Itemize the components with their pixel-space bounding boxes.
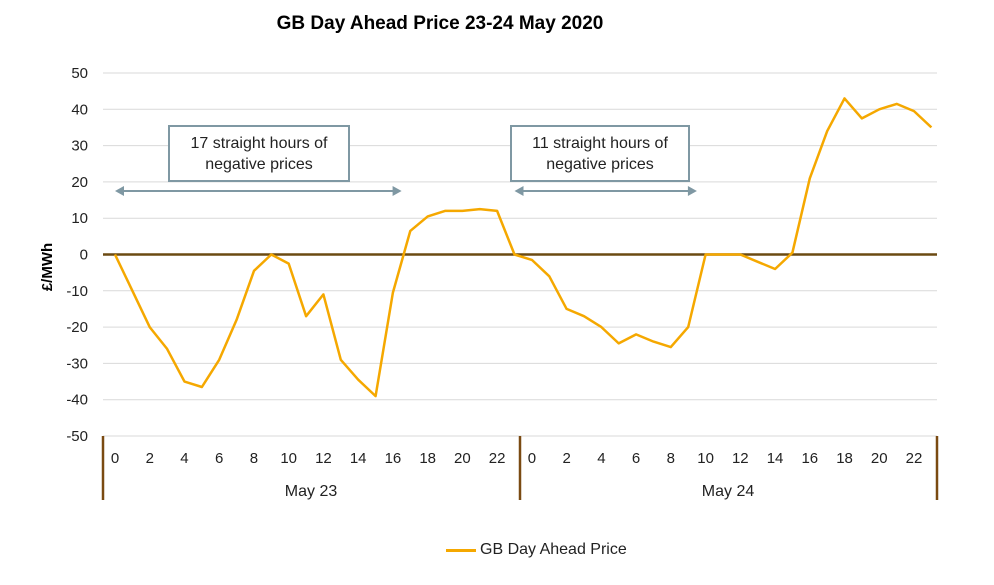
x-tick-label: 6 (215, 450, 223, 467)
x-tick-label: 18 (836, 450, 853, 467)
y-tick-label: -50 (66, 428, 88, 445)
x-tick-label: 4 (597, 450, 605, 467)
annotation-line: 17 straight hours of (190, 135, 328, 152)
annotation-line: negative prices (546, 156, 654, 173)
x-tick-label: 8 (667, 450, 675, 467)
x-tick-label: 14 (350, 450, 367, 467)
x-tick-label: 22 (489, 450, 506, 467)
day-label: May 24 (702, 483, 755, 500)
chart-title: GB Day Ahead Price 23-24 May 2020 (276, 13, 604, 34)
x-tick-label: 16 (801, 450, 818, 467)
annotation-box-may23: 17 straight hours of negative prices (168, 125, 350, 182)
y-tick-label: 10 (71, 210, 88, 227)
annotation-arrowhead-right (687, 186, 697, 196)
annotation-arrowhead-left (115, 186, 124, 196)
x-tick-label: 18 (419, 450, 436, 467)
day-label: May 23 (285, 483, 338, 500)
x-tick-label: 4 (180, 450, 188, 467)
x-tick-label: 12 (315, 450, 332, 467)
y-tick-label: -30 (66, 355, 88, 372)
annotation-line: negative prices (205, 156, 313, 173)
x-tick-label: 2 (562, 450, 570, 467)
y-tick-label: -40 (66, 392, 88, 409)
y-tick-label: -10 (66, 283, 88, 300)
annotation-arrowhead-right (392, 186, 402, 196)
legend-label: GB Day Ahead Price (480, 541, 627, 558)
x-tick-label: 8 (250, 450, 258, 467)
x-tick-label: 10 (280, 450, 297, 467)
chart-legend: GB Day Ahead Price (446, 540, 627, 560)
x-tick-label: 20 (871, 450, 888, 467)
x-tick-label: 22 (906, 450, 923, 467)
x-tick-label: 14 (767, 450, 784, 467)
y-axis-label: £/MWh (39, 243, 56, 291)
series-line (113, 97, 933, 398)
x-tick-label: 0 (111, 450, 119, 467)
x-tick-label: 2 (146, 450, 154, 467)
y-tick-label: 50 (71, 65, 88, 82)
y-tick-label: -20 (66, 319, 88, 336)
x-tick-label: 20 (454, 450, 471, 467)
x-tick-label: 6 (632, 450, 640, 467)
y-tick-label: 30 (71, 138, 88, 155)
x-tick-label: 16 (385, 450, 402, 467)
legend-swatch (446, 548, 476, 552)
annotation-box-may24: 11 straight hours of negative prices (510, 125, 690, 182)
y-tick-label: 40 (71, 101, 88, 118)
annotation-arrowhead-left (514, 186, 524, 196)
x-tick-label: 12 (732, 450, 749, 467)
y-tick-label: 20 (71, 174, 88, 191)
x-tick-label: 0 (528, 450, 536, 467)
annotation-line: 11 straight hours of (532, 135, 668, 152)
y-tick-label: 0 (80, 247, 88, 264)
x-tick-label: 10 (697, 450, 714, 467)
